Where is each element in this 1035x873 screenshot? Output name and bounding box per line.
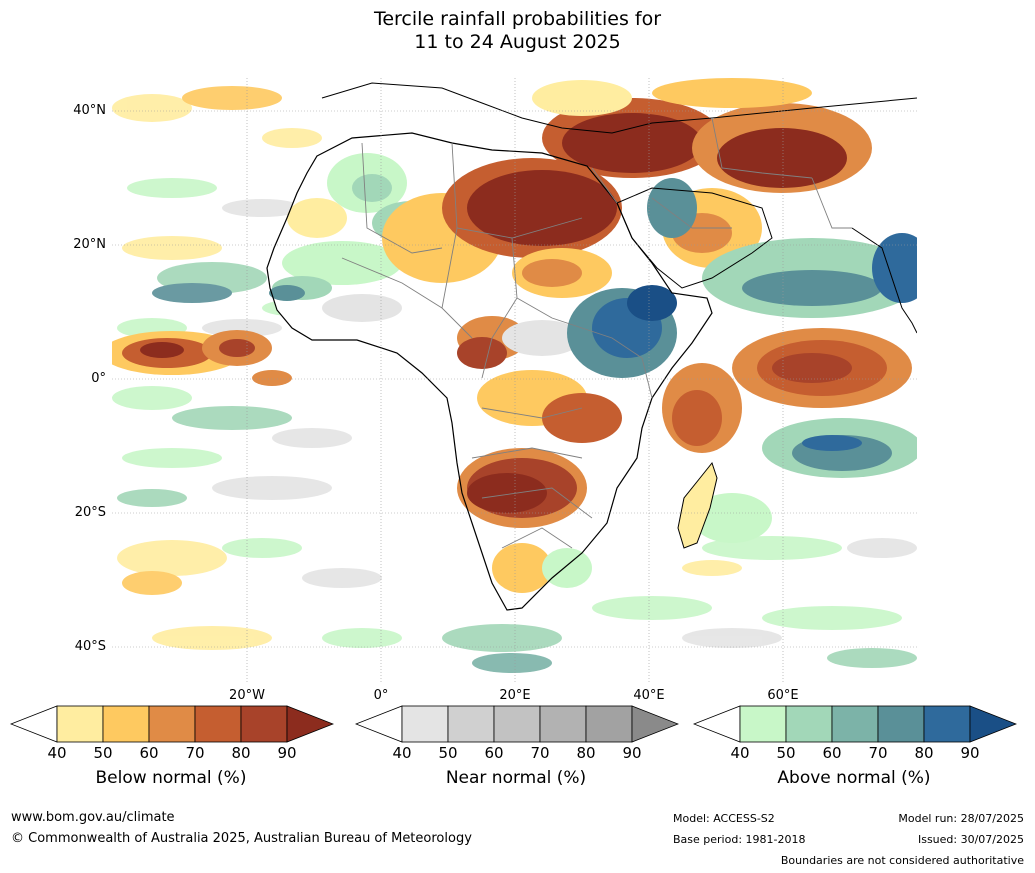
colorbar-segment bbox=[831, 705, 879, 743]
colorbar-tick-label: 50 bbox=[93, 744, 113, 762]
colorbar-tick-label: 80 bbox=[576, 744, 596, 762]
colorbar-segment bbox=[240, 705, 288, 743]
lat-label-20s: 20°S bbox=[74, 505, 106, 520]
colorbar-tick-label: 40 bbox=[47, 744, 67, 762]
colorbar-segment bbox=[785, 705, 833, 743]
india-coastline bbox=[851, 227, 917, 334]
footer-model-run: Model run: 28/07/2025 bbox=[898, 812, 1024, 825]
colorbar-tick-label: 60 bbox=[139, 744, 159, 762]
colorbar-segment bbox=[148, 705, 196, 743]
lon-label-40e: 40°E bbox=[633, 688, 665, 703]
colorbar-0 bbox=[9, 705, 335, 747]
colorbar-segment bbox=[493, 705, 541, 743]
lat-label-40n: 40°N bbox=[73, 103, 106, 118]
colorbar-tick-label: 80 bbox=[914, 744, 934, 762]
colorbar-tick-label: 70 bbox=[185, 744, 205, 762]
title-line-2: 11 to 24 August 2025 bbox=[414, 31, 621, 53]
colorbar-tick-label: 60 bbox=[484, 744, 504, 762]
colorbar-title: Below normal (%) bbox=[95, 768, 247, 788]
colorbar-tick-label: 50 bbox=[438, 744, 458, 762]
colorbar-title: Near normal (%) bbox=[445, 768, 587, 788]
lon-label-0: 0° bbox=[373, 688, 389, 703]
lat-label-40s: 40°S bbox=[74, 639, 106, 654]
country-borders bbox=[341, 117, 852, 549]
colorbar-tick-label: 90 bbox=[960, 744, 980, 762]
colorbar-segment bbox=[877, 705, 925, 743]
lat-label-20n: 20°N bbox=[73, 237, 106, 252]
lon-label-20e: 20°E bbox=[499, 688, 531, 703]
colorbar-upper-extend bbox=[969, 705, 1018, 743]
colorbar-tick-label: 40 bbox=[730, 744, 750, 762]
colorbar-1 bbox=[354, 705, 680, 747]
colorbar-lower-extend bbox=[9, 705, 58, 743]
middle-east-below bbox=[532, 78, 872, 268]
title-line-1: Tercile rainfall probabilities for bbox=[373, 8, 662, 30]
lon-label-20w: 20°W bbox=[229, 688, 265, 703]
colorbar-segment bbox=[194, 705, 242, 743]
footer-issued: Issued: 30/07/2025 bbox=[917, 833, 1024, 846]
colorbar-segment bbox=[447, 705, 495, 743]
lon-label-60e: 60°E bbox=[767, 688, 799, 703]
colorbar-segment bbox=[539, 705, 587, 743]
arabia-coastline bbox=[616, 187, 773, 289]
colorbar-tick-label: 50 bbox=[776, 744, 796, 762]
below-normal-atlantic bbox=[112, 330, 292, 386]
madagascar bbox=[677, 461, 718, 549]
colorbar-title: Above normal (%) bbox=[777, 768, 931, 788]
colorbar-segment bbox=[401, 705, 449, 743]
gridlines bbox=[112, 78, 917, 682]
colorbar-tick-label: 80 bbox=[231, 744, 251, 762]
footer-website: www.bom.gov.au/climate bbox=[11, 810, 175, 825]
colorbar-segment bbox=[739, 705, 787, 743]
colorbar-segment bbox=[585, 705, 633, 743]
ocean-texture bbox=[112, 86, 917, 673]
footer-copyright: © Commonwealth of Australia 2025, Austra… bbox=[11, 831, 472, 846]
rainfall-probability-map bbox=[112, 78, 917, 682]
colorbar-tick-label: 90 bbox=[277, 744, 297, 762]
colorbar-upper-extend bbox=[286, 705, 335, 743]
colorbar-segment bbox=[56, 705, 104, 743]
footer-disclaimer: Boundaries are not considered authoritat… bbox=[780, 854, 1024, 867]
indian-ocean-fills bbox=[662, 233, 917, 543]
colorbar-lower-extend bbox=[692, 705, 741, 743]
colorbar-tick-label: 60 bbox=[822, 744, 842, 762]
lat-label-equator: 0° bbox=[91, 371, 106, 386]
footer-model: Model: ACCESS-S2 bbox=[673, 812, 775, 825]
colorbar-segment bbox=[923, 705, 971, 743]
colorbar-tick-label: 40 bbox=[392, 744, 412, 762]
colorbar-tick-label: 70 bbox=[530, 744, 550, 762]
map-title: Tercile rainfall probabilities for 11 to… bbox=[0, 8, 1035, 54]
colorbar-2 bbox=[692, 705, 1018, 747]
map-canvas bbox=[112, 78, 917, 682]
colorbar-tick-label: 90 bbox=[622, 744, 642, 762]
colorbar-lower-extend bbox=[354, 705, 403, 743]
colorbar-tick-label: 70 bbox=[868, 744, 888, 762]
footer-base-period: Base period: 1981-2018 bbox=[673, 833, 806, 846]
colorbar-segment bbox=[102, 705, 150, 743]
europe-coastline bbox=[321, 82, 917, 134]
colorbar-upper-extend bbox=[631, 705, 680, 743]
